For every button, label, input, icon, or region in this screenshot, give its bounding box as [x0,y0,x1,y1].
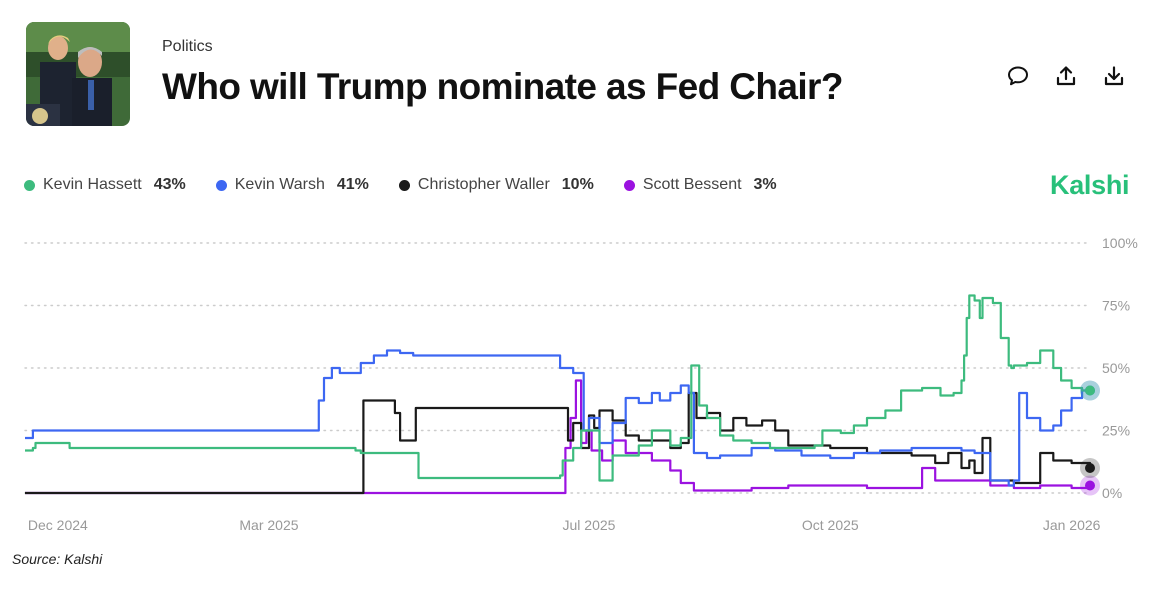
legend-item-bessent[interactable]: Scott Bessent 3% [623,176,777,194]
series-line-kevin-hassett[interactable] [25,294,1090,482]
legend-value: 10% [561,176,594,193]
legend-label: Kevin Warsh [234,176,325,193]
y-tick-label: 100% [1102,235,1138,251]
end-marker[interactable] [1085,480,1095,491]
source-note: Source: Kalshi [12,551,103,567]
x-tick-label: Jan 2026 [1043,517,1101,533]
y-tick-label: 75% [1102,298,1130,314]
x-tick-label: Oct 2025 [802,517,859,533]
market-thumbnail [26,22,130,126]
share-icon [1056,66,1076,86]
x-tick-label: Mar 2025 [239,517,298,533]
market-actions [1004,62,1128,90]
legend-item-warsh[interactable]: Kevin Warsh 41% [215,176,369,194]
y-tick-label: 0% [1102,485,1122,501]
end-marker[interactable] [1085,385,1095,396]
end-marker[interactable] [1085,463,1095,473]
legend-label: Kevin Hassett [43,176,142,193]
chart-legend: Kevin Hassett 43% Kevin Warsh 41% Christ… [24,176,777,194]
y-tick-label: 50% [1102,360,1130,376]
download-button[interactable] [1100,62,1128,90]
download-icon [1104,66,1124,86]
comment-icon [1008,66,1028,86]
share-button[interactable] [1052,62,1080,90]
y-tick-label: 25% [1102,423,1130,439]
legend-label: Scott Bessent [642,176,742,193]
x-tick-label: Dec 2024 [28,517,88,533]
market-category[interactable]: Politics [162,38,213,55]
legend-dot [398,179,410,191]
legend-dot [24,179,35,191]
legend-item-waller[interactable]: Christopher Waller 10% [398,176,594,194]
price-history-chart[interactable]: 100% 75% 50% 25% 0% Dec 2024 Mar 2025 Jul 2025… [0,225,1170,545]
legend-label: Christopher Waller [417,176,550,193]
series-line-christopher-waller[interactable] [25,391,1092,495]
market-title: Who will Trump nominate as Fed Chair? [162,66,843,107]
series-line-scott-bessent[interactable] [25,379,1092,495]
series-line-kevin-warsh[interactable] [25,349,1090,487]
kalshi-logo[interactable]: Kalshi [1050,170,1130,200]
legend-item-hassett[interactable]: Kevin Hassett 43% [24,176,186,194]
comment-button[interactable] [1004,62,1032,90]
legend-dot [623,179,635,191]
x-tick-label: Jul 2025 [563,517,616,533]
legend-dot [215,179,227,191]
legend-value: 43% [153,176,186,193]
legend-value: 41% [336,176,369,193]
legend-value: 3% [753,176,777,193]
